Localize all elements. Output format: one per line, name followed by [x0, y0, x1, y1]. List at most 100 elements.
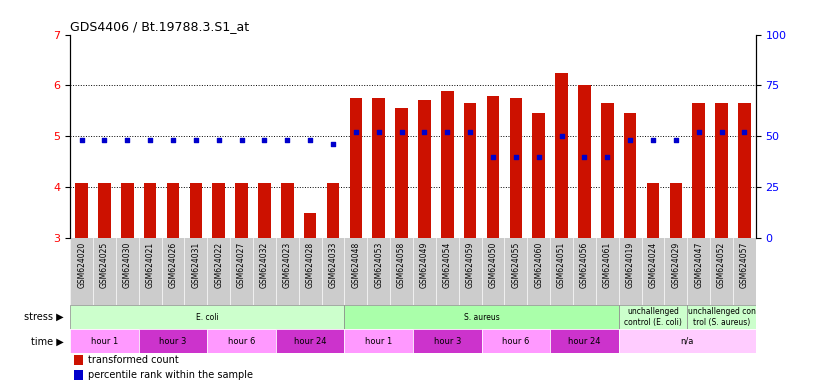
Bar: [190, 183, 202, 238]
Bar: [578, 86, 591, 238]
Text: GSM624058: GSM624058: [397, 242, 406, 288]
Text: GSM624028: GSM624028: [306, 242, 315, 288]
Bar: [139, 329, 207, 353]
Text: hour 24: hour 24: [294, 337, 326, 346]
Bar: [687, 305, 756, 329]
Point: [349, 129, 363, 136]
Bar: [510, 98, 522, 238]
Text: GSM624025: GSM624025: [100, 242, 109, 288]
Point: [121, 137, 134, 144]
Bar: [207, 329, 276, 353]
Text: GSM624047: GSM624047: [694, 242, 703, 288]
Point: [144, 137, 157, 144]
Point: [669, 137, 682, 144]
Text: GSM624021: GSM624021: [145, 242, 154, 288]
Bar: [373, 98, 385, 238]
Bar: [235, 183, 248, 238]
Text: GSM624029: GSM624029: [672, 242, 681, 288]
Bar: [281, 183, 293, 238]
Bar: [121, 183, 134, 238]
Bar: [692, 103, 705, 238]
Point: [647, 137, 660, 144]
Point: [281, 137, 294, 144]
Bar: [344, 329, 413, 353]
Text: time ▶: time ▶: [31, 336, 64, 346]
Text: hour 1: hour 1: [365, 337, 392, 346]
Text: GSM624023: GSM624023: [282, 242, 292, 288]
Bar: [70, 305, 344, 329]
Bar: [144, 183, 156, 238]
Text: GSM624054: GSM624054: [443, 242, 452, 288]
Point: [578, 154, 591, 160]
Text: GSM624033: GSM624033: [329, 242, 338, 288]
Bar: [533, 114, 545, 238]
Text: GSM624060: GSM624060: [534, 242, 544, 288]
Text: E. coli: E. coli: [196, 313, 219, 322]
Text: GDS4406 / Bt.19788.3.S1_at: GDS4406 / Bt.19788.3.S1_at: [70, 20, 249, 33]
Text: GSM624020: GSM624020: [77, 242, 86, 288]
Point: [167, 137, 180, 144]
Point: [601, 154, 614, 160]
Bar: [259, 183, 271, 238]
Text: n/a: n/a: [681, 337, 694, 346]
Bar: [344, 305, 619, 329]
Text: GSM624031: GSM624031: [192, 242, 201, 288]
Bar: [70, 329, 139, 353]
Text: GSM624059: GSM624059: [466, 242, 475, 288]
Text: GSM624051: GSM624051: [557, 242, 566, 288]
Bar: [647, 183, 659, 238]
Point: [692, 129, 705, 136]
Point: [532, 154, 545, 160]
Point: [624, 137, 637, 144]
Bar: [212, 183, 225, 238]
Text: GSM624027: GSM624027: [237, 242, 246, 288]
Text: transformed count: transformed count: [88, 355, 178, 366]
Text: GSM624032: GSM624032: [260, 242, 269, 288]
Bar: [396, 108, 408, 238]
Point: [235, 137, 249, 144]
Point: [555, 133, 568, 139]
Point: [738, 129, 751, 136]
Text: unchallenged con
trol (S. aureus): unchallenged con trol (S. aureus): [687, 308, 756, 327]
Bar: [349, 98, 362, 238]
Text: GSM624019: GSM624019: [625, 242, 634, 288]
Point: [258, 137, 271, 144]
Bar: [482, 329, 550, 353]
Bar: [74, 370, 83, 380]
Bar: [327, 183, 339, 238]
Point: [75, 137, 88, 144]
Point: [326, 141, 339, 147]
Point: [509, 154, 523, 160]
Text: GSM624030: GSM624030: [123, 242, 132, 288]
Point: [304, 137, 317, 144]
Text: hour 3: hour 3: [159, 337, 187, 346]
Bar: [464, 103, 477, 238]
Bar: [98, 183, 111, 238]
Text: GSM624048: GSM624048: [351, 242, 360, 288]
Point: [418, 129, 431, 136]
Bar: [413, 329, 482, 353]
Text: GSM624022: GSM624022: [214, 242, 223, 288]
Bar: [441, 91, 453, 238]
Bar: [670, 183, 682, 238]
Text: hour 24: hour 24: [568, 337, 601, 346]
Point: [463, 129, 477, 136]
Bar: [276, 329, 344, 353]
Text: GSM624057: GSM624057: [740, 242, 749, 288]
Text: percentile rank within the sample: percentile rank within the sample: [88, 370, 253, 380]
Bar: [715, 103, 728, 238]
Point: [212, 137, 225, 144]
Text: GSM624026: GSM624026: [169, 242, 178, 288]
Point: [372, 129, 385, 136]
Bar: [601, 103, 614, 238]
Text: hour 6: hour 6: [502, 337, 529, 346]
Text: hour 1: hour 1: [91, 337, 118, 346]
Text: S. aureus: S. aureus: [463, 313, 500, 322]
Text: GSM624052: GSM624052: [717, 242, 726, 288]
Bar: [304, 213, 316, 238]
Text: GSM624055: GSM624055: [511, 242, 520, 288]
Bar: [418, 100, 430, 238]
Text: GSM624061: GSM624061: [603, 242, 612, 288]
Text: stress ▶: stress ▶: [24, 312, 64, 322]
Text: hour 6: hour 6: [228, 337, 255, 346]
